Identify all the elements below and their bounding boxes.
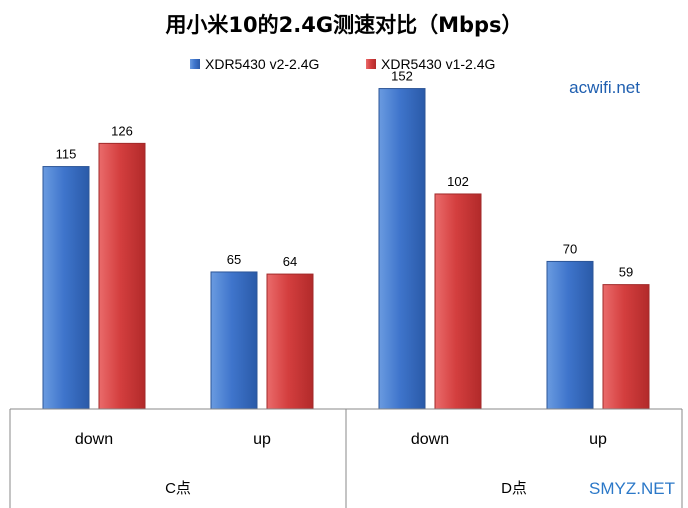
bar-series-2-1	[98, 142, 146, 410]
bar-series-2-2	[266, 273, 314, 410]
bars	[42, 88, 650, 410]
bar-series-1-2	[210, 271, 258, 410]
data-labels: 115 65 152 70 126 64 102 59	[56, 69, 634, 280]
data-label-series-2-3: 102	[447, 174, 469, 189]
data-label-series-1-2: 65	[227, 252, 241, 267]
group-label: C点	[165, 480, 191, 497]
data-label-series-2-4: 59	[619, 265, 633, 280]
category-label: up	[589, 431, 607, 448]
legend: XDR5430 v2-2.4G XDR5430 v1-2.4G	[190, 56, 495, 72]
legend-label-series-2: XDR5430 v1-2.4G	[381, 56, 495, 72]
bar-series-1-1	[42, 166, 90, 410]
category-label: up	[253, 431, 271, 448]
group-label: D点	[501, 480, 527, 497]
legend-swatch-series-1	[190, 59, 200, 69]
bar-series-2-4	[602, 284, 650, 410]
bar-series-1-4	[546, 260, 594, 410]
data-label-series-2-1: 126	[111, 123, 133, 138]
legend-label-series-1: XDR5430 v2-2.4G	[205, 56, 319, 72]
legend-swatch-series-2	[366, 59, 376, 69]
category-label: down	[75, 431, 113, 448]
data-label-series-1-4: 70	[563, 241, 577, 256]
bar-series-2-3	[434, 193, 482, 410]
chart-title: 用小米10的2.4G测速对比（Mbps）	[165, 13, 522, 37]
data-label-series-1-1: 115	[56, 147, 77, 162]
bar-series-1-3	[378, 88, 426, 410]
watermark-top: acwifi.net	[569, 78, 640, 97]
data-label-series-1-3: 152	[391, 69, 413, 84]
category-axis: down up down up C点 D点	[9, 408, 683, 508]
data-label-series-2-2: 64	[283, 254, 297, 269]
watermark-bottom: SMYZ.NET	[589, 479, 675, 498]
category-label: down	[411, 431, 449, 448]
